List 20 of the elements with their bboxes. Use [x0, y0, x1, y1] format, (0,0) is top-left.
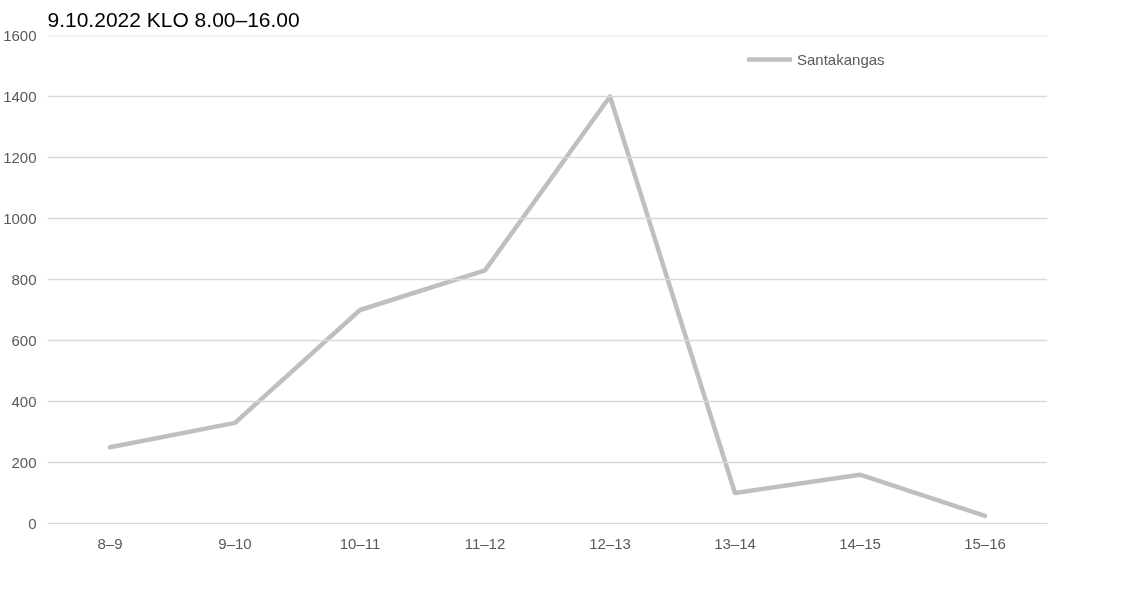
- y-tick-label: 1000: [3, 209, 37, 227]
- y-tick-label: 800: [11, 270, 37, 288]
- x-tick-label: 13–14: [714, 534, 756, 552]
- y-tick-label: 600: [11, 331, 37, 349]
- legend-label: Santakangas: [797, 50, 885, 68]
- line-series: [107, 94, 988, 519]
- y-tick-label: 1200: [3, 148, 37, 166]
- x-tick-label: 11–12: [464, 534, 506, 552]
- y-tick-label: 1400: [3, 87, 37, 105]
- x-tick-label: 9–10: [218, 534, 252, 552]
- x-tick-label: 12–13: [589, 534, 631, 552]
- x-tick-label: 8–9: [97, 534, 123, 552]
- x-tick-label: 10–11: [339, 534, 381, 552]
- y-tick-label: 0: [28, 514, 37, 532]
- y-tick-label: 200: [11, 453, 37, 471]
- x-tick-label: 14–15: [839, 534, 881, 552]
- y-tick-label: 400: [11, 392, 37, 410]
- y-tick-label: 1600: [3, 26, 37, 44]
- x-tick-label: 15–16: [964, 534, 1006, 552]
- chart-title: 9.10.2022 KLO 8.00–16.00: [47, 7, 300, 31]
